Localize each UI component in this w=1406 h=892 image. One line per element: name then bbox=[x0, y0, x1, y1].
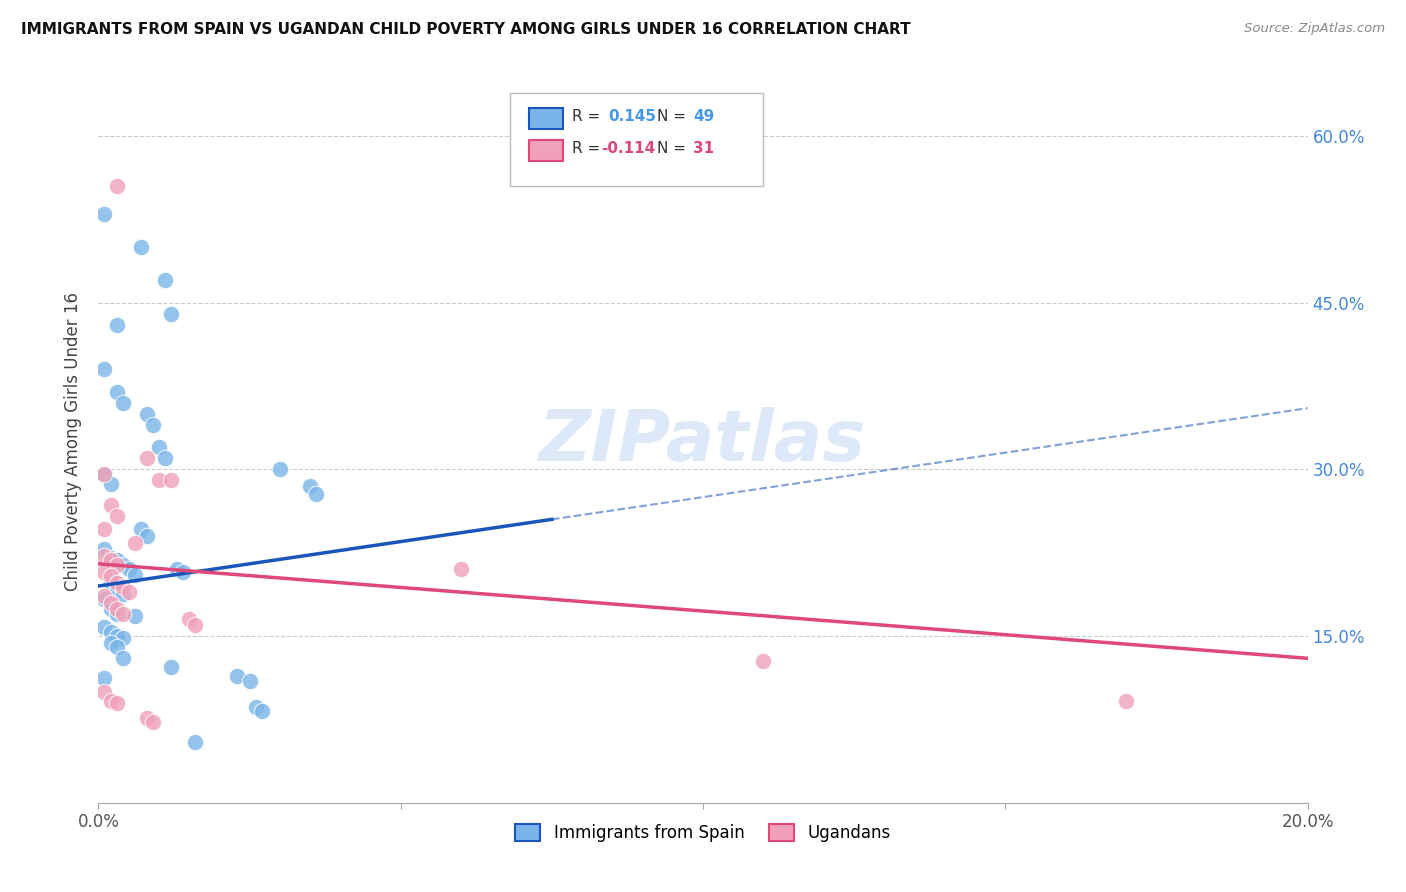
Point bbox=[450, 562, 472, 576]
Point bbox=[93, 620, 115, 634]
Point bbox=[124, 568, 146, 582]
Point bbox=[111, 632, 134, 646]
Point bbox=[93, 592, 115, 607]
Point bbox=[135, 711, 157, 725]
Point bbox=[93, 362, 115, 376]
Y-axis label: Child Poverty Among Girls Under 16: Child Poverty Among Girls Under 16 bbox=[65, 292, 83, 591]
Point bbox=[111, 651, 134, 665]
Point bbox=[93, 542, 115, 557]
Point bbox=[111, 395, 134, 409]
Point bbox=[105, 696, 128, 710]
Point bbox=[105, 629, 128, 643]
Point bbox=[269, 462, 291, 476]
Point bbox=[100, 569, 122, 583]
Text: 49: 49 bbox=[693, 109, 714, 124]
Point bbox=[105, 602, 128, 616]
FancyBboxPatch shape bbox=[529, 139, 562, 161]
Point bbox=[93, 565, 115, 579]
Point bbox=[245, 700, 267, 714]
Point bbox=[160, 307, 183, 321]
FancyBboxPatch shape bbox=[529, 108, 562, 129]
Text: Source: ZipAtlas.com: Source: ZipAtlas.com bbox=[1244, 22, 1385, 36]
Point bbox=[250, 704, 273, 718]
Point bbox=[100, 551, 122, 566]
Point bbox=[129, 240, 152, 254]
Point bbox=[148, 440, 170, 454]
Point bbox=[111, 558, 134, 572]
Point bbox=[226, 669, 249, 683]
Point bbox=[135, 407, 157, 421]
Text: IMMIGRANTS FROM SPAIN VS UGANDAN CHILD POVERTY AMONG GIRLS UNDER 16 CORRELATION : IMMIGRANTS FROM SPAIN VS UGANDAN CHILD P… bbox=[21, 22, 911, 37]
Point bbox=[93, 522, 115, 536]
Point bbox=[100, 498, 122, 512]
Point bbox=[153, 451, 176, 466]
Text: ZIPatlas: ZIPatlas bbox=[540, 407, 866, 476]
Point bbox=[100, 553, 122, 567]
Point bbox=[100, 575, 122, 590]
Point bbox=[172, 565, 194, 579]
Point bbox=[105, 640, 128, 655]
Point bbox=[118, 584, 141, 599]
Point bbox=[93, 589, 115, 603]
Point bbox=[184, 734, 207, 748]
Text: N =: N = bbox=[657, 109, 686, 124]
Point bbox=[124, 535, 146, 549]
Point bbox=[118, 562, 141, 576]
Text: R =: R = bbox=[572, 109, 600, 124]
Point bbox=[299, 479, 322, 493]
Text: 31: 31 bbox=[693, 141, 714, 156]
Point bbox=[100, 598, 122, 612]
Point bbox=[93, 207, 115, 221]
Point bbox=[305, 487, 328, 501]
Point bbox=[100, 636, 122, 650]
Point bbox=[100, 596, 122, 610]
Text: R =: R = bbox=[572, 141, 600, 156]
Point bbox=[111, 587, 134, 601]
Point bbox=[124, 609, 146, 624]
Point bbox=[105, 384, 128, 399]
Point bbox=[142, 417, 165, 432]
Point bbox=[93, 549, 115, 563]
Point bbox=[105, 607, 128, 621]
Point bbox=[105, 553, 128, 567]
Point bbox=[100, 693, 122, 707]
Point bbox=[239, 673, 262, 688]
Point bbox=[179, 612, 201, 626]
Point bbox=[160, 474, 183, 488]
Point bbox=[100, 476, 122, 491]
Point bbox=[93, 671, 115, 685]
Point bbox=[135, 529, 157, 543]
Point bbox=[105, 558, 128, 572]
Point bbox=[93, 684, 115, 698]
Text: -0.114: -0.114 bbox=[602, 141, 655, 156]
Point bbox=[93, 467, 115, 481]
Point bbox=[752, 653, 775, 667]
Point bbox=[148, 474, 170, 488]
Legend: Immigrants from Spain, Ugandans: Immigrants from Spain, Ugandans bbox=[509, 817, 897, 848]
Point bbox=[184, 618, 207, 632]
Point bbox=[129, 522, 152, 536]
Point bbox=[105, 318, 128, 332]
Point bbox=[105, 582, 128, 597]
Text: N =: N = bbox=[657, 141, 686, 156]
Point bbox=[105, 508, 128, 523]
Point bbox=[93, 467, 115, 482]
Point bbox=[160, 660, 183, 674]
Point bbox=[1115, 693, 1137, 707]
Point bbox=[135, 451, 157, 466]
Point bbox=[105, 575, 128, 590]
Point bbox=[166, 562, 188, 576]
Point bbox=[142, 714, 165, 729]
Point bbox=[100, 624, 122, 639]
FancyBboxPatch shape bbox=[509, 93, 763, 186]
Point bbox=[111, 607, 134, 621]
Point bbox=[105, 178, 128, 193]
Point bbox=[111, 580, 134, 594]
Point bbox=[100, 602, 122, 616]
Text: 0.145: 0.145 bbox=[609, 109, 657, 124]
Point bbox=[153, 273, 176, 287]
